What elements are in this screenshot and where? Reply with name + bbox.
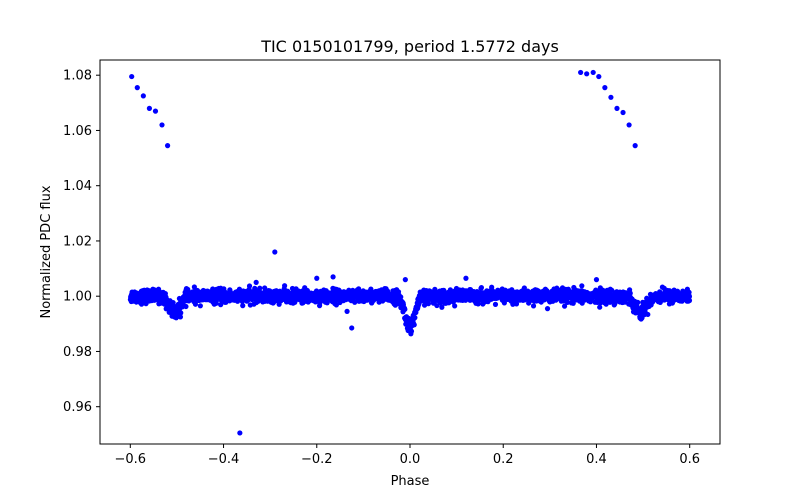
data-point [437, 300, 444, 306]
x-tick-label: −0.2 [301, 452, 333, 467]
data-point-outlier [463, 275, 469, 281]
data-point-outlier [272, 249, 278, 255]
data-point [246, 283, 253, 289]
data-point [686, 297, 693, 304]
y-axis-label: Normalized PDC flux [39, 185, 54, 318]
data-point-outlier [159, 122, 165, 128]
data-point-outlier [626, 122, 632, 128]
data-point-outlier [544, 306, 551, 312]
x-tick-label: 0.4 [586, 452, 607, 467]
data-point [170, 300, 176, 306]
x-tick-label: −0.4 [208, 452, 240, 467]
y-tick-label: 1.04 [63, 179, 92, 194]
data-point-outlier [590, 69, 596, 76]
data-point-outlier [344, 308, 350, 314]
data-point-outlier [237, 430, 243, 436]
x-tick-label: −0.6 [115, 452, 147, 467]
data-point [191, 284, 197, 290]
data-point-outlier [593, 277, 600, 283]
x-tick-label: 0.6 [679, 452, 700, 467]
x-axis-ticks: −0.6 −0.4 −0.2 0.0 0.2 0.4 0.6 [115, 444, 700, 467]
x-tick-label: 0.0 [400, 452, 421, 467]
data-point [177, 314, 184, 320]
data-point [627, 290, 633, 296]
data-point [478, 285, 485, 291]
data-point [218, 302, 224, 308]
y-tick-label: 0.98 [63, 345, 92, 360]
data-point-outlier [349, 325, 355, 331]
data-point [597, 304, 603, 310]
data-point [635, 299, 641, 305]
data-point [257, 285, 263, 291]
data-point [492, 301, 499, 307]
chart-title: TIC 0150101799, period 1.5772 days [260, 37, 559, 56]
data-point [452, 303, 458, 309]
data-point [398, 294, 404, 300]
y-tick-label: 1.02 [63, 234, 92, 249]
data-point [561, 303, 568, 309]
data-points [127, 69, 693, 436]
data-point [579, 283, 585, 289]
data-point-outlier [140, 93, 146, 99]
data-point-outlier [253, 279, 259, 285]
data-point [686, 293, 693, 300]
data-point [521, 285, 527, 291]
data-point-outlier [584, 71, 590, 77]
data-point [564, 299, 571, 305]
data-point [439, 304, 445, 310]
data-point-outlier [530, 303, 537, 309]
data-point [178, 310, 184, 316]
data-point [645, 311, 651, 318]
data-point-outlier [164, 143, 171, 149]
data-point-outlier [602, 85, 608, 91]
data-point [686, 289, 692, 295]
data-point [501, 300, 507, 306]
data-point [183, 303, 189, 310]
x-tick-label: 0.2 [493, 452, 514, 467]
data-point-outlier [314, 275, 320, 281]
data-point-outlier [146, 105, 153, 111]
data-point [408, 328, 415, 334]
x-axis-label: Phase [391, 474, 430, 489]
data-point [402, 306, 408, 312]
data-point [434, 302, 440, 309]
data-point-outlier [578, 69, 584, 76]
data-point-outlier [620, 109, 626, 116]
data-point [197, 303, 203, 309]
y-tick-label: 1.00 [63, 290, 92, 305]
data-point [603, 301, 609, 307]
data-point-outlier [134, 85, 140, 91]
plot-area [100, 60, 720, 444]
y-tick-label: 1.08 [63, 69, 92, 84]
data-point-outlier [608, 94, 614, 100]
data-point [240, 303, 246, 309]
data-point [282, 283, 288, 289]
data-point-outlier [632, 143, 638, 149]
y-axis-ticks: 0.96 0.98 1.00 1.02 1.04 1.06 1.08 [63, 69, 100, 415]
data-point [411, 322, 417, 328]
data-point-outlier [330, 274, 336, 280]
data-point-outlier [152, 108, 159, 114]
data-point-outlier [402, 277, 408, 283]
data-point [192, 301, 199, 307]
data-point [425, 301, 432, 307]
data-point-outlier [614, 105, 620, 111]
data-point-outlier [129, 73, 135, 80]
y-tick-label: 0.96 [63, 400, 92, 415]
y-tick-label: 1.06 [63, 124, 92, 139]
data-point [412, 315, 418, 321]
data-point-outlier [596, 73, 602, 80]
